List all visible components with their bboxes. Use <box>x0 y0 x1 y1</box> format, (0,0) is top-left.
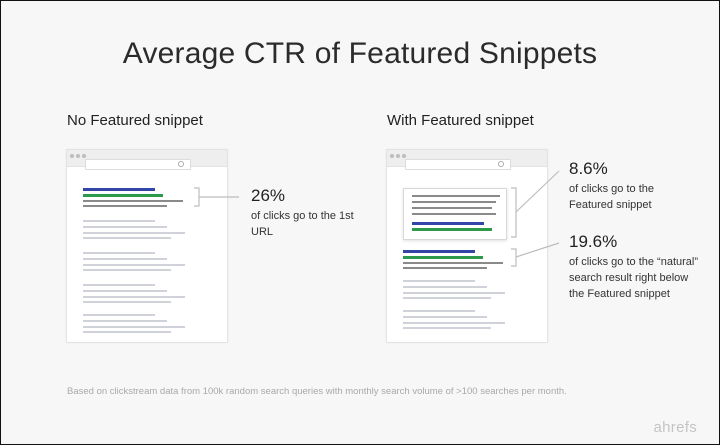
window-dot-icon <box>82 154 86 158</box>
result-placeholder-line <box>83 326 185 328</box>
result-placeholder-line <box>83 320 167 322</box>
natural-result-url-line <box>403 256 483 259</box>
result-placeholder-line <box>403 327 491 329</box>
window-dot-icon <box>76 154 80 158</box>
stat-snippet-description: of clicks go to the Featured snippet <box>569 183 654 211</box>
result-placeholder-line <box>403 316 487 318</box>
result-placeholder-line <box>83 301 171 303</box>
result-placeholder-line <box>83 269 171 271</box>
brand-logo: ahrefs <box>653 419 697 436</box>
snippet-text-line <box>412 195 500 197</box>
result-placeholder-line <box>83 226 167 228</box>
result-placeholder-line <box>403 280 475 282</box>
snippet-title-line <box>412 222 484 225</box>
snippet-bracket <box>511 187 517 238</box>
result-1-url-line <box>83 194 163 197</box>
result-placeholder-line <box>403 297 491 299</box>
result-placeholder-line <box>83 237 171 239</box>
stat-first-url-description: of clicks go to the 1st URL <box>251 210 354 238</box>
result-placeholder-line <box>403 292 505 294</box>
natural-bracket <box>511 248 517 267</box>
result-placeholder-line <box>83 232 185 234</box>
result-placeholder-line <box>403 322 505 324</box>
natural-result-text-line <box>403 262 503 264</box>
featured-snippet-box <box>403 188 507 240</box>
snippet-callout-line <box>515 170 560 213</box>
footnote: Based on clickstream data from 100k rand… <box>67 386 567 397</box>
window-dot-icon <box>396 154 400 158</box>
result-1-text-line <box>83 205 167 207</box>
result-placeholder-line <box>403 286 487 288</box>
result-placeholder-line <box>83 258 167 260</box>
result-placeholder-line <box>83 290 167 292</box>
natural-result-title-line <box>403 250 475 253</box>
mock-search-bar <box>405 159 511 170</box>
result-placeholder-line <box>83 296 185 298</box>
result-placeholder-line <box>83 314 155 316</box>
result-placeholder-line <box>83 264 185 266</box>
snippet-text-line <box>412 201 496 203</box>
stat-natural-description: of clicks go to the “natural” search res… <box>569 256 699 300</box>
result-1-title-line <box>83 188 155 191</box>
result-placeholder-line <box>83 284 155 286</box>
result-1-text-line <box>83 200 183 202</box>
result-placeholder-line <box>83 331 171 333</box>
result-placeholder-line <box>83 220 155 222</box>
stat-snippet-ctr: 8.6% <box>569 159 608 178</box>
label-no-featured-snippet: No Featured snippet <box>67 112 203 129</box>
search-icon <box>498 161 504 167</box>
window-dot-icon <box>390 154 394 158</box>
label-with-featured-snippet: With Featured snippet <box>387 112 534 129</box>
snippet-text-line <box>412 213 496 215</box>
snippet-text-line <box>412 207 492 209</box>
left-bracket <box>194 187 200 207</box>
serp-mockup-with-snippet <box>386 149 548 343</box>
page-title: Average CTR of Featured Snippets <box>122 37 598 70</box>
snippet-url-line <box>412 228 492 231</box>
natural-result-text-line <box>403 267 487 269</box>
window-dot-icon <box>70 154 74 158</box>
search-icon <box>178 161 184 167</box>
stat-natural-ctr: 19.6% <box>569 232 618 251</box>
window-dot-icon <box>402 154 406 158</box>
serp-mockup-no-snippet <box>66 149 228 343</box>
mock-search-bar <box>85 159 191 170</box>
result-placeholder-line <box>83 252 155 254</box>
stat-first-url-ctr: 26% <box>251 186 286 205</box>
result-placeholder-line <box>403 310 475 312</box>
natural-callout-line <box>515 242 560 258</box>
